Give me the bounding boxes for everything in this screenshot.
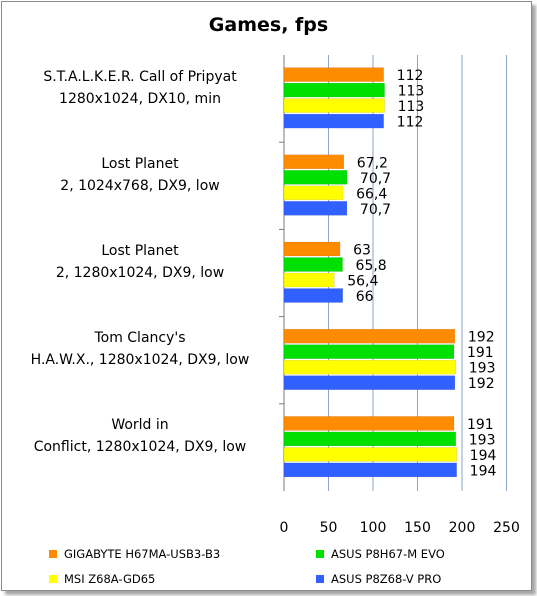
legend-swatch xyxy=(49,550,57,558)
bar xyxy=(283,257,343,272)
x-tick-label: 250 xyxy=(493,520,520,536)
x-tick-label: 100 xyxy=(360,520,387,536)
bar xyxy=(283,241,341,257)
legend-item: GIGABYTE H67MA-USB3-B3 xyxy=(49,547,220,561)
category-label: H.A.W.X., 1280x1024, DX9, low xyxy=(30,352,250,369)
bar xyxy=(283,359,457,375)
bar xyxy=(283,288,343,303)
category-label: Lost Planet xyxy=(101,155,179,172)
bar xyxy=(283,82,385,98)
legend-swatch xyxy=(316,550,324,558)
data-label: 193 xyxy=(469,432,496,448)
legend-label: ASUS P8Z68-V PRO xyxy=(331,572,442,586)
x-tick-label: 50 xyxy=(320,520,338,536)
legend-item: ASUS P8Z68-V PRO xyxy=(316,572,441,586)
bar xyxy=(283,170,348,185)
data-label: 112 xyxy=(397,115,424,131)
bar xyxy=(283,113,384,129)
bar xyxy=(283,67,384,82)
data-label: 70,7 xyxy=(360,202,391,218)
data-label: 191 xyxy=(467,345,494,361)
legend-label: GIGABYTE H67MA-USB3-B3 xyxy=(64,547,221,561)
category-label: 1280x1024, DX10, min xyxy=(59,90,221,107)
data-label: 112 xyxy=(397,68,424,84)
category-label: Tom Clancy's xyxy=(94,330,186,347)
data-label: 70,7 xyxy=(360,171,391,187)
data-label: 113 xyxy=(398,84,425,100)
category-label: S.T.A.L.K.E.R. Call of Pripyat xyxy=(43,68,237,85)
data-label: 66 xyxy=(356,289,374,305)
bar xyxy=(283,416,455,431)
bar xyxy=(283,201,348,216)
data-label: 63 xyxy=(353,243,371,259)
data-label: 193 xyxy=(469,361,496,377)
legend-item: ASUS P8H67-M EVO xyxy=(316,547,445,561)
x-tick-label: 0 xyxy=(280,520,289,536)
chart-frame xyxy=(1,1,532,591)
data-label: 113 xyxy=(398,99,425,115)
bar xyxy=(283,431,457,447)
data-label: 56,4 xyxy=(347,274,378,290)
legend-swatch xyxy=(316,575,324,583)
legend-label: MSI Z68A-GD65 xyxy=(64,572,156,586)
bar xyxy=(283,447,457,462)
data-label: 65,8 xyxy=(356,258,387,274)
category-label: Lost Planet xyxy=(101,243,179,259)
category-label: Conflict, 1280x1024, DX9, low xyxy=(33,439,247,456)
bar xyxy=(283,154,345,170)
category-label: World in xyxy=(111,417,169,434)
bar xyxy=(283,98,385,113)
x-tick-label: 150 xyxy=(404,520,431,536)
data-label: 192 xyxy=(468,330,495,346)
bar xyxy=(283,185,344,201)
legend-label: ASUS P8H67-M EVO xyxy=(331,547,445,561)
x-tick-label: 200 xyxy=(449,520,476,536)
category-label: 2, 1024x768, DX9, low xyxy=(60,177,220,194)
bar xyxy=(283,462,457,478)
legend-swatch xyxy=(49,575,57,583)
bar xyxy=(283,272,335,288)
data-label: 67,2 xyxy=(357,155,388,171)
chart-title: Games, fps xyxy=(208,14,329,36)
data-label: 66,4 xyxy=(356,186,387,202)
data-label: 194 xyxy=(470,463,497,479)
data-label: 191 xyxy=(467,417,494,433)
category-label: 2, 1280x1024, DX9, low xyxy=(55,265,225,281)
data-label: 192 xyxy=(468,376,495,392)
legend-item: MSI Z68A-GD65 xyxy=(49,572,155,586)
bar xyxy=(283,344,455,359)
bar xyxy=(283,328,456,344)
data-label: 194 xyxy=(470,448,497,464)
bar xyxy=(283,375,456,390)
